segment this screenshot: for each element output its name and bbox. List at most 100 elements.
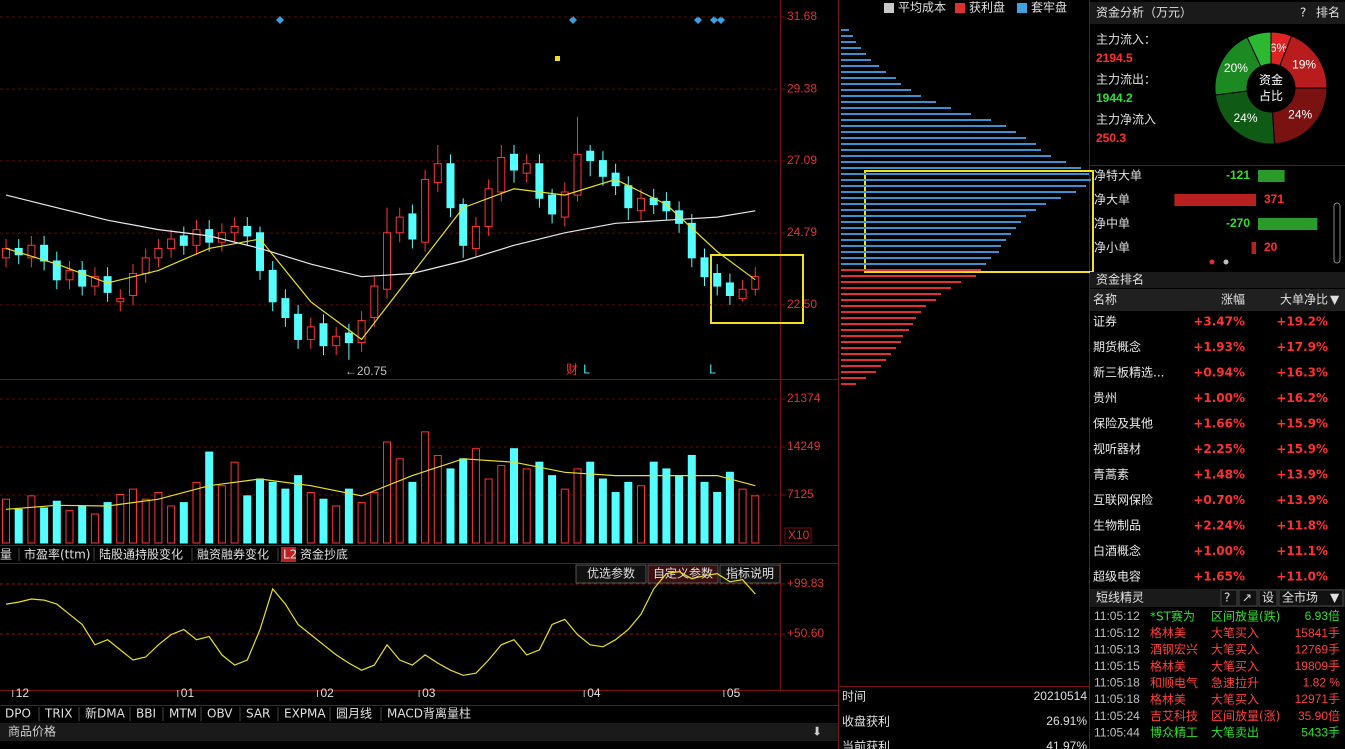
- ticker-button-label[interactable]: 全市场: [1282, 590, 1318, 605]
- ticker-button-label[interactable]: 设: [1262, 591, 1274, 605]
- indicator-tab[interactable]: 市盈率(ttm): [24, 547, 90, 562]
- bottom-tab[interactable]: BBI: [136, 707, 156, 721]
- bottom-tab[interactable]: 圆月线: [336, 707, 372, 721]
- volume-bar: [446, 468, 455, 544]
- scrollbar[interactable]: [1333, 202, 1341, 264]
- bottom-tab[interactable]: MACD背离量柱: [387, 706, 471, 721]
- sort-arrow[interactable]: ▼: [1330, 293, 1340, 307]
- ranking-name[interactable]: 白酒概念: [1093, 543, 1141, 558]
- ticker-value: 19809手: [1295, 659, 1340, 673]
- ticker-button[interactable]: [1220, 589, 1238, 607]
- download-icon[interactable]: ⬇: [812, 725, 822, 739]
- candle-body: [357, 320, 366, 344]
- pie-label: 6%: [1270, 41, 1288, 55]
- column-header[interactable]: 大单净比: [1280, 293, 1328, 307]
- page-dot[interactable]: [1209, 259, 1215, 265]
- volume-bar: [751, 495, 760, 544]
- candle-body: [421, 178, 430, 243]
- help-button[interactable]: ?: [1300, 6, 1306, 20]
- ticker-name[interactable]: *ST赛为: [1150, 609, 1195, 624]
- stat-label: 当前获利: [842, 739, 890, 749]
- ticker-button[interactable]: [1238, 589, 1258, 607]
- volume-bar: [433, 454, 442, 544]
- param-button[interactable]: [719, 564, 781, 584]
- ticker-name[interactable]: 酒钢宏兴: [1150, 642, 1198, 657]
- ticker-name[interactable]: 格林美: [1150, 658, 1186, 673]
- ranking-value: +1.00%: [1193, 391, 1245, 405]
- bottom-tab[interactable]: EXPMA: [284, 707, 326, 721]
- column-header[interactable]: 涨幅: [1221, 292, 1245, 307]
- signal-label[interactable]: L: [709, 363, 716, 377]
- ranking-name[interactable]: 证券: [1093, 314, 1117, 329]
- indicator-tab[interactable]: 融资融券变化: [197, 547, 269, 562]
- indicator-tab[interactable]: L2: [283, 548, 297, 562]
- ma-line: [5, 178, 756, 341]
- ranking-name[interactable]: 视听器材: [1093, 441, 1141, 456]
- y-tick-label: 29.38: [787, 81, 817, 95]
- indicator-tab[interactable]: 量: [0, 548, 12, 562]
- bottom-tab[interactable]: TRIX: [44, 707, 72, 721]
- param-button-label[interactable]: 优选参数: [587, 566, 635, 581]
- ranking-name[interactable]: 生物制品: [1093, 519, 1141, 533]
- ranking-name[interactable]: 保险及其他: [1093, 416, 1153, 431]
- event-marker[interactable]: [717, 16, 725, 24]
- event-marker[interactable]: [694, 16, 702, 24]
- footer-tab[interactable]: 商品价格: [8, 724, 56, 739]
- param-button[interactable]: [575, 564, 647, 584]
- signal-label[interactable]: 财: [566, 363, 578, 377]
- dropdown-arrow[interactable]: ▼: [1330, 591, 1340, 605]
- volume-bar: [281, 488, 290, 544]
- ranking-name[interactable]: 期货概念: [1093, 339, 1141, 354]
- volume-bar: [192, 481, 201, 544]
- ranking-name[interactable]: 超级电容: [1093, 569, 1141, 584]
- ticker-button-label[interactable]: ?: [1224, 591, 1230, 605]
- bottom-tab[interactable]: 新DMA: [85, 706, 126, 721]
- ranking-name[interactable]: 互联网保险: [1093, 492, 1153, 507]
- volume-bar: [154, 491, 163, 544]
- event-marker[interactable]: [276, 16, 284, 24]
- ticker-button[interactable]: [1258, 589, 1278, 607]
- rank-button[interactable]: 排名: [1316, 5, 1340, 20]
- page-dot[interactable]: [1223, 259, 1229, 265]
- y-tick-label: +50.60: [787, 626, 824, 640]
- ranking-name[interactable]: 青蒿素: [1093, 468, 1129, 482]
- volume-bar: [471, 448, 480, 544]
- signal-label[interactable]: L: [583, 363, 590, 377]
- volume-bar: [548, 475, 557, 544]
- bottom-tab[interactable]: OBV: [207, 707, 233, 721]
- candle-body: [154, 247, 163, 259]
- event-marker[interactable]: [555, 56, 560, 61]
- ticker-time: 11:05:18: [1094, 676, 1140, 690]
- candle-body: [471, 225, 480, 249]
- ticker-name[interactable]: 和顺电气: [1150, 675, 1198, 690]
- param-button-label[interactable]: 指标说明: [726, 566, 774, 581]
- ticker-name[interactable]: 博众精工: [1150, 725, 1198, 740]
- stat-value: 41.97%: [1046, 739, 1087, 749]
- ranking-name[interactable]: 新三板精选...: [1093, 365, 1164, 380]
- candle-body: [484, 188, 493, 227]
- ticker-name[interactable]: 吉艾科技: [1150, 709, 1198, 723]
- ticker-button-label[interactable]: ↗: [1242, 591, 1252, 605]
- indicator-tab[interactable]: 陆股通持股变化: [99, 547, 183, 562]
- ticker-value: 35.90倍: [1298, 708, 1340, 723]
- ranking-name[interactable]: 贵州: [1093, 391, 1117, 405]
- bottom-tab[interactable]: MTM: [169, 707, 197, 721]
- bottom-tab[interactable]: DPO: [5, 707, 31, 721]
- ticker-button[interactable]: [1278, 589, 1344, 607]
- column-header[interactable]: 名称: [1093, 292, 1117, 307]
- x-tick-label: 05: [727, 686, 741, 700]
- ticker-name[interactable]: 格林美: [1150, 692, 1186, 707]
- footer-bar: [0, 723, 838, 741]
- bottom-tab[interactable]: SAR: [246, 707, 270, 721]
- ticker-name[interactable]: 格林美: [1150, 625, 1186, 640]
- ticker-value: 15841手: [1295, 626, 1340, 640]
- candle-body: [78, 269, 87, 287]
- volume-bar: [52, 500, 61, 544]
- ticker-time: 11:05:12: [1094, 626, 1140, 640]
- event-marker[interactable]: [710, 16, 718, 24]
- volume-bar: [408, 481, 417, 544]
- volume-bar: [510, 448, 518, 544]
- indicator-tab[interactable]: 资金抄底: [300, 547, 348, 562]
- event-marker[interactable]: [569, 16, 577, 24]
